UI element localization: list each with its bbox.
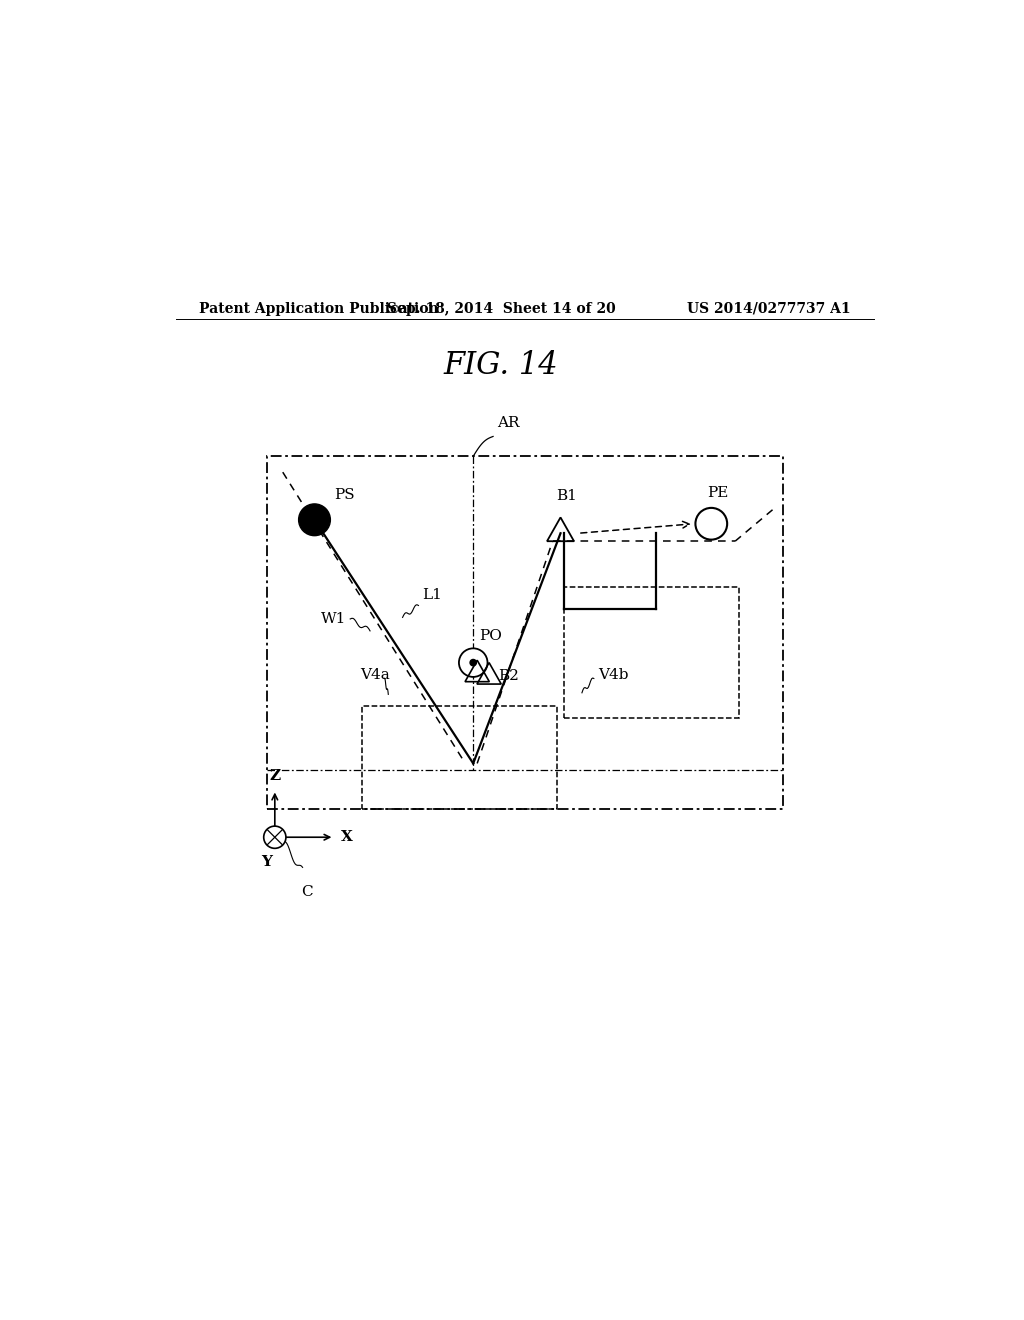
Text: L1: L1	[423, 587, 442, 602]
Text: US 2014/0277737 A1: US 2014/0277737 A1	[686, 302, 850, 315]
Circle shape	[470, 660, 476, 665]
Circle shape	[695, 508, 727, 540]
Bar	[267, 457, 782, 809]
Text: V4b: V4b	[598, 668, 629, 681]
Bar	[362, 706, 557, 809]
Circle shape	[264, 826, 286, 849]
Text: AR: AR	[497, 416, 519, 430]
Text: C: C	[301, 884, 312, 899]
Text: W1: W1	[321, 612, 346, 626]
Text: Patent Application Publication: Patent Application Publication	[200, 302, 439, 315]
Text: Y: Y	[261, 854, 272, 869]
Text: FIG. 14: FIG. 14	[443, 350, 558, 380]
Text: V4a: V4a	[360, 668, 390, 681]
Text: PS: PS	[334, 488, 355, 503]
Text: B1: B1	[557, 490, 578, 503]
Circle shape	[299, 504, 331, 536]
Text: X: X	[341, 830, 352, 845]
Bar	[564, 587, 739, 718]
Text: Sep. 18, 2014  Sheet 14 of 20: Sep. 18, 2014 Sheet 14 of 20	[387, 302, 615, 315]
Text: B2: B2	[499, 669, 519, 684]
Text: PO: PO	[479, 628, 503, 643]
Text: PE: PE	[708, 486, 729, 500]
Circle shape	[459, 648, 487, 677]
Text: Z: Z	[269, 770, 281, 783]
